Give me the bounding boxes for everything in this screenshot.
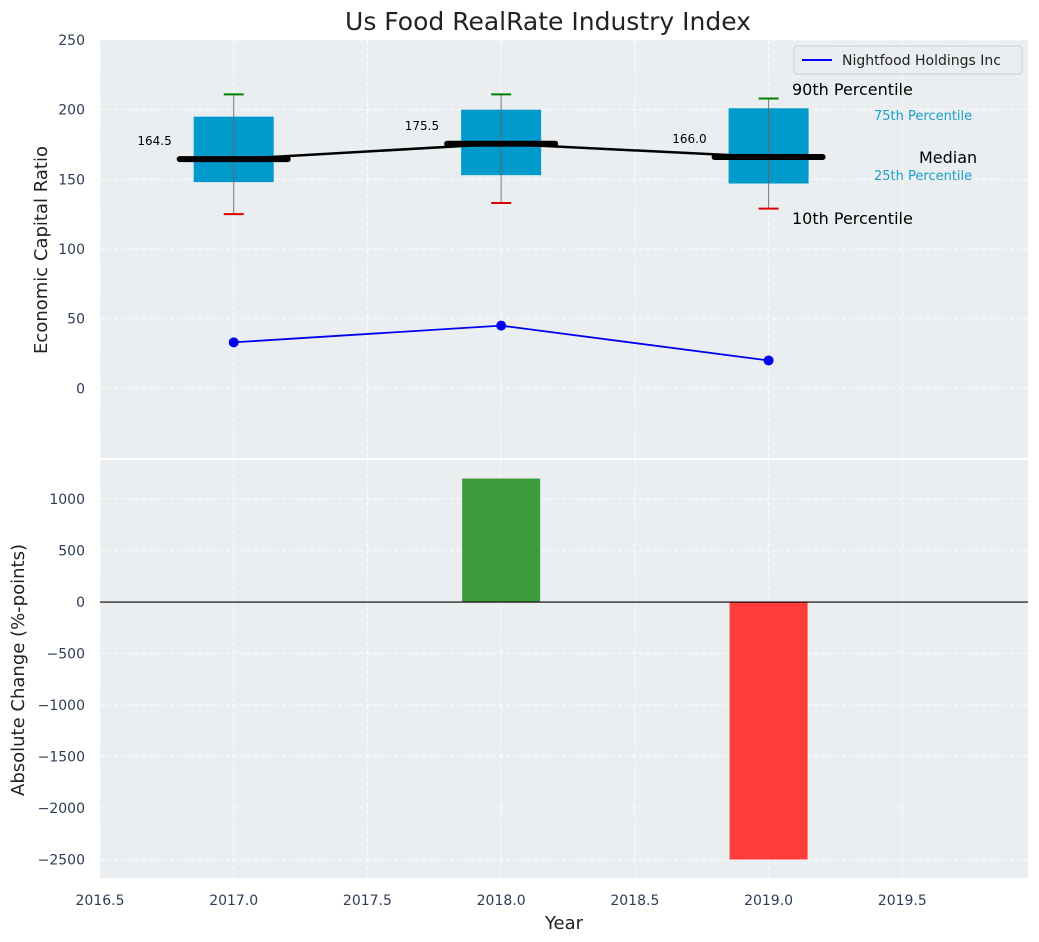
- bottom-y-tick-label: −2500: [38, 852, 85, 868]
- top-y-ticks: 0 50 100 150 200 250: [58, 33, 85, 397]
- top-y-tick-label: 250: [58, 33, 85, 49]
- legend-label: Nightfood Holdings Inc: [842, 53, 1001, 69]
- x-tick-label: 2018.5: [610, 893, 659, 909]
- x-tick-label: 2019.0: [744, 893, 793, 909]
- median-trend-line: [233, 142, 769, 161]
- x-ticks: 2016.5 2017.0 2017.5 2018.0 2018.5 2019.0 2019…: [76, 893, 927, 909]
- top-y-tick-label: 0: [76, 381, 85, 397]
- x-tick-label: 2017.5: [343, 893, 392, 909]
- company-series-point: [228, 337, 239, 348]
- change-bars: [462, 478, 808, 860]
- bottom-y-tick-label: −1000: [38, 698, 85, 714]
- bottom-y-tick-label: 500: [58, 544, 85, 560]
- change-bar: [729, 602, 808, 860]
- legend-frame: [793, 45, 1023, 75]
- top-y-axis-label: Economic Capital Ratio: [31, 146, 52, 354]
- bottom-panel-background: [100, 460, 1028, 878]
- bottom-y-tick-label: −500: [47, 647, 85, 663]
- company-series: [228, 320, 774, 366]
- legend: Nightfood Holdings Inc: [793, 45, 1023, 75]
- company-series-point: [763, 355, 774, 366]
- top-y-tick-label: 50: [67, 312, 85, 328]
- top-y-tick-label: 150: [58, 172, 85, 188]
- bottom-y-tick-label: 1000: [49, 492, 85, 508]
- change-bar: [462, 478, 541, 603]
- annotation-p90: 90th Percentile: [792, 80, 913, 99]
- x-tick-label: 2018.0: [477, 893, 526, 909]
- annotation-p10: 10th Percentile: [792, 209, 913, 228]
- annotation-p75: 75th Percentile: [874, 109, 972, 124]
- median-value-label: 166.0: [672, 132, 706, 146]
- x-tick-label: 2016.5: [76, 893, 125, 909]
- x-tick-label: 2019.5: [878, 893, 927, 909]
- annotation-p25: 25th Percentile: [874, 169, 972, 184]
- top-y-tick-label: 100: [58, 242, 85, 258]
- bottom-y-tick-label: −2000: [38, 801, 85, 817]
- median-value-label: 175.5: [405, 119, 439, 133]
- x-axis-label: Year: [544, 913, 584, 934]
- bottom-y-axis-label: Absolute Change (%-points): [8, 544, 29, 796]
- bottom-y-tick-label: 0: [76, 595, 85, 611]
- top-y-tick-label: 200: [58, 103, 85, 119]
- median-trend-polyline: [233, 142, 769, 161]
- chart-title: Us Food RealRate Industry Index: [345, 7, 751, 36]
- bottom-y-tick-label: −1500: [38, 750, 85, 766]
- company-series-point: [496, 320, 507, 331]
- x-tick-label: 2017.0: [209, 893, 258, 909]
- median-value-label: 164.5: [137, 134, 171, 148]
- annotation-median: Median: [919, 148, 977, 167]
- bottom-y-ticks: 1000 500 0 −500 −1000 −1500 −2000 −2500: [38, 492, 85, 868]
